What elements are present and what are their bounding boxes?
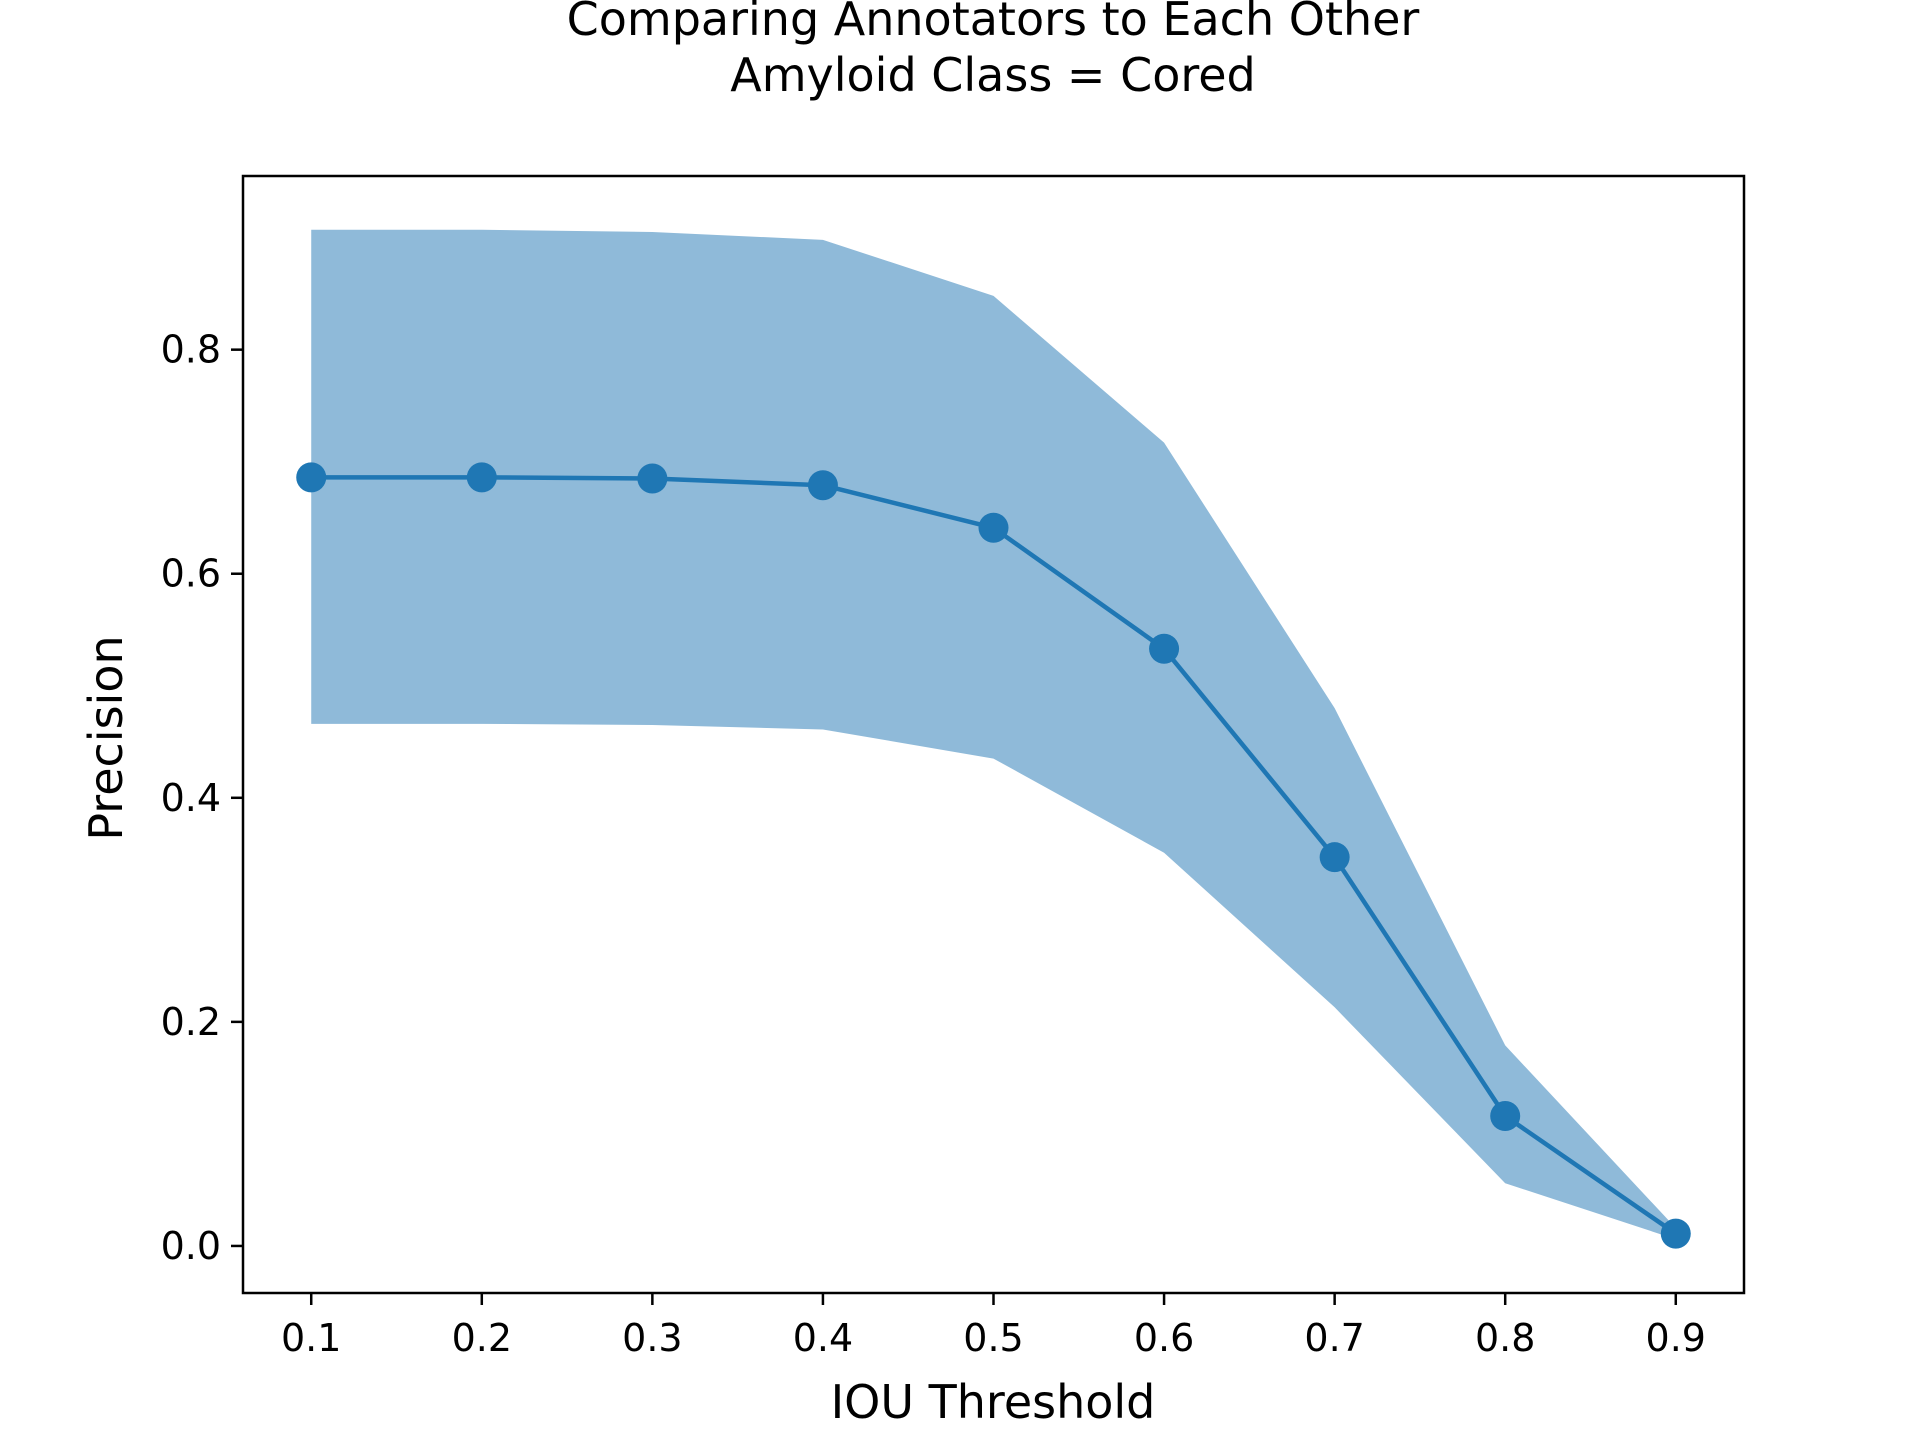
data-point (1149, 633, 1180, 664)
data-point (637, 463, 668, 494)
data-point (1660, 1218, 1691, 1249)
x-tick-label: 0.4 (793, 1316, 853, 1360)
y-axis-label: Precision (79, 635, 133, 840)
y-tick-label: 0.6 (161, 552, 221, 596)
y-tick-label: 0.4 (161, 776, 221, 820)
x-tick-label: 0.7 (1304, 1316, 1364, 1360)
x-tick-label: 0.2 (452, 1316, 512, 1360)
y-tick-label: 0.0 (161, 1224, 221, 1268)
x-axis-label: IOU Threshold (831, 1375, 1156, 1429)
x-tick-label: 0.3 (622, 1316, 682, 1360)
y-tick-label: 0.2 (161, 1000, 221, 1044)
data-point (296, 462, 327, 493)
data-point (1490, 1100, 1521, 1131)
x-tick-label: 0.1 (281, 1316, 341, 1360)
chart-title: Comparing Annotators to Each Other (567, 0, 1420, 46)
data-point (807, 470, 838, 501)
x-tick-label: 0.6 (1134, 1316, 1194, 1360)
data-point (466, 462, 497, 493)
data-point (1319, 842, 1350, 873)
x-tick-label: 0.8 (1475, 1316, 1535, 1360)
y-axis-ticks: 0.0 0.2 0.4 0.6 0.8 (161, 328, 243, 1268)
data-point (978, 512, 1009, 543)
x-tick-label: 0.5 (963, 1316, 1023, 1360)
series-marker-layer (296, 462, 1691, 1249)
chart-subtitle: Amyloid Class = Cored (730, 48, 1256, 102)
x-axis-ticks: 0.1 0.2 0.3 0.4 0.5 0.6 0.7 0.8 0.9 (281, 1293, 1706, 1360)
y-tick-label: 0.8 (161, 328, 221, 372)
x-tick-label: 0.9 (1646, 1316, 1706, 1360)
